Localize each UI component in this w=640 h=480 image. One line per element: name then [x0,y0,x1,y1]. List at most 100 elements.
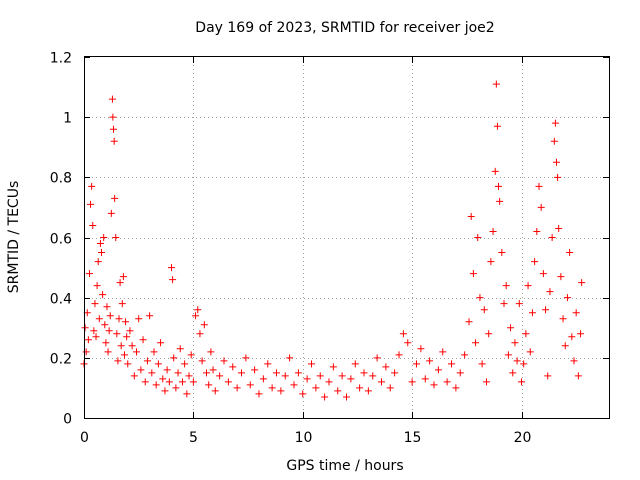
data-point [189,378,197,386]
data-point [143,357,151,365]
y-tick-label: 0.2 [50,352,72,368]
data-point [118,300,126,308]
data-point [82,348,90,356]
data-point [509,369,517,377]
data-point [554,173,562,181]
data-point [483,378,490,386]
data-point [492,80,500,88]
data-point [159,375,167,383]
data-point [456,369,464,377]
data-point [568,333,576,341]
data-point [169,276,177,284]
data-point [476,294,484,302]
data-point [172,384,180,392]
data-point [299,390,307,398]
data-point [557,273,565,281]
data-point [526,348,534,356]
data-point [303,375,311,383]
axis-ticks: 0 0.2 0.4 0.6 0.8 1 1.2 0 5 10 15 20 [50,51,609,446]
data-point [356,384,364,392]
data-point [563,294,571,302]
data-point [99,291,107,299]
data-point [120,351,128,359]
data-point [146,312,154,320]
data-point [312,384,320,392]
y-tick-label: 0.6 [50,232,72,248]
data-point [551,119,559,127]
data-point [119,273,127,281]
y-tick-label: 0.4 [50,292,72,308]
data-point [124,360,132,368]
data-point [113,330,121,338]
data-point [98,249,105,257]
data-point [566,249,574,257]
data-points [80,80,586,401]
data-point [535,182,543,190]
data-point [504,351,512,359]
data-point [90,327,98,335]
data-point [550,137,558,145]
data-point [531,258,539,266]
data-point [321,393,329,401]
data-point [168,264,175,272]
data-point [268,384,276,392]
data-point [281,372,289,380]
data-point [273,369,280,377]
data-point [430,381,438,389]
data-point [200,321,208,329]
data-point [220,357,228,365]
data-point [109,113,117,121]
data-point [487,258,495,266]
y-tick-label: 1.2 [50,51,72,67]
data-point [544,372,552,380]
data-point [469,270,477,278]
data-point [316,372,324,380]
data-point [95,315,103,323]
data-point [417,345,425,353]
data-point [338,372,346,380]
data-point [102,339,110,347]
data-point [542,306,550,314]
data-point [465,318,473,326]
data-point [116,279,124,287]
data-point [443,378,451,386]
data-point [421,375,429,383]
data-point [474,234,482,241]
data-point [198,357,206,365]
data-point [174,369,182,377]
data-point [128,342,136,350]
data-point [117,342,125,350]
data-point [498,249,506,257]
x-tick-label: 20 [514,430,532,446]
data-point [382,363,390,371]
data-point [500,300,508,308]
data-point [148,369,156,377]
data-point [548,234,556,241]
data-point [264,360,272,368]
data-point [205,381,213,389]
data-point [104,348,112,356]
data-point [290,381,298,389]
data-point [561,342,569,350]
data-point [559,315,567,323]
data-point [570,357,578,365]
data-point [181,360,189,368]
data-point [87,200,95,208]
data-point [518,378,525,386]
data-point [507,324,515,332]
data-point [546,288,554,296]
x-tick-label: 10 [295,430,313,446]
data-point [130,372,138,380]
data-point [408,378,416,386]
data-point [178,378,186,386]
data-point [513,357,521,365]
data-point [139,336,147,344]
data-point [81,324,89,332]
data-point [294,369,302,377]
data-point [511,339,519,347]
data-point [572,309,580,317]
data-point [187,351,195,359]
data-point [157,339,165,347]
data-point [502,282,510,290]
data-point [522,330,530,338]
